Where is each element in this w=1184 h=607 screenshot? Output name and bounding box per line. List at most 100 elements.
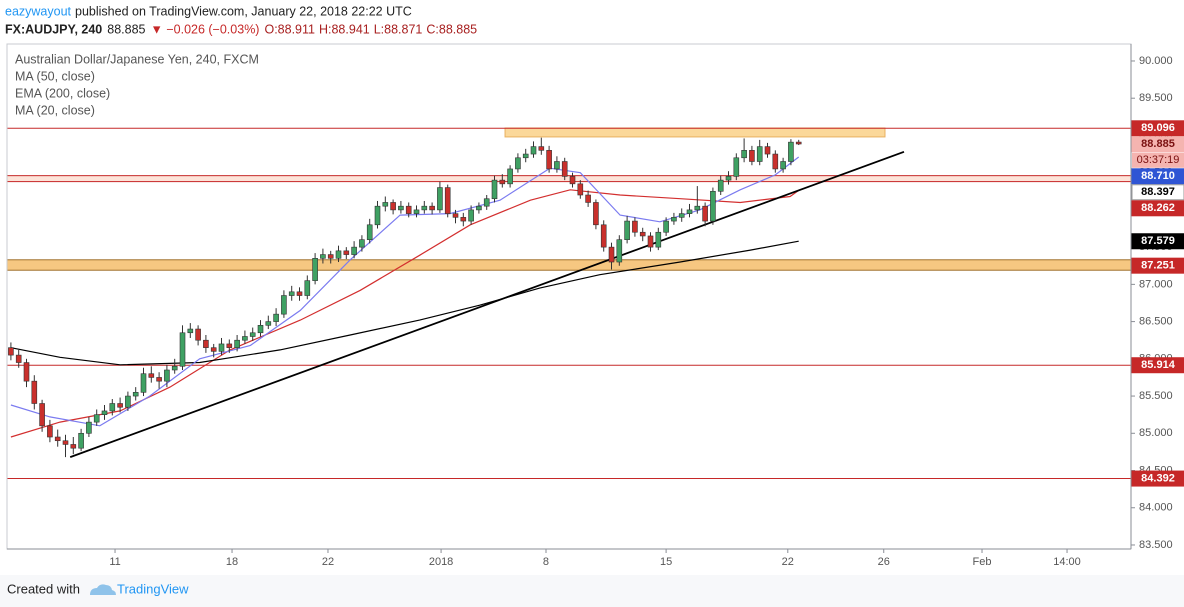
candle-body <box>288 291 295 296</box>
candle-body <box>23 362 30 382</box>
candle-body <box>86 421 92 434</box>
candle-body <box>694 205 701 211</box>
ohlc-value: H:88.941 <box>319 22 370 36</box>
candle-body <box>296 291 303 296</box>
price-label: 84.392 <box>1141 472 1175 484</box>
candle-body <box>546 150 552 170</box>
candle-body <box>421 205 428 211</box>
candle-body <box>398 205 404 211</box>
y-tick-label: 90.000 <box>1139 55 1173 67</box>
candle-body <box>47 425 53 438</box>
candle-body <box>187 328 194 334</box>
candle-body <box>281 295 287 315</box>
candle-body <box>156 377 162 382</box>
candle-body <box>312 258 318 281</box>
legend-entry: EMA (200, close) <box>15 86 110 100</box>
price-label-bg <box>1131 136 1184 153</box>
candle-body <box>15 354 22 363</box>
candle-body <box>242 336 248 341</box>
price-label-bg <box>1131 120 1184 137</box>
candle-body <box>405 205 412 214</box>
candle-body <box>179 332 186 367</box>
ohlc-value: L:88.871 <box>374 22 423 36</box>
y-tick-label: 85.000 <box>1139 427 1173 439</box>
candle-body <box>780 161 786 170</box>
candle-body <box>444 187 451 214</box>
candle-body <box>600 224 607 248</box>
candle-body <box>429 205 435 211</box>
candle-body <box>686 209 693 214</box>
candle-body <box>515 157 521 170</box>
candle-body <box>343 250 350 255</box>
zone <box>504 127 886 138</box>
candle-body <box>585 194 591 203</box>
candle-body <box>101 410 108 415</box>
tradingview-logo <box>90 584 116 595</box>
candle-body <box>468 209 474 222</box>
candle-body <box>756 146 763 162</box>
x-tick-label: 8 <box>543 556 549 568</box>
candle-body <box>741 150 747 159</box>
price-label-bg <box>1131 257 1184 274</box>
candle-body <box>273 313 279 322</box>
price-label-bg <box>1131 233 1184 250</box>
candle-body <box>78 432 84 449</box>
candle-body <box>671 217 677 222</box>
candle-body <box>710 190 716 222</box>
y-tick-label: 85.500 <box>1139 390 1173 402</box>
candle-body <box>374 205 381 226</box>
candle-body <box>140 373 147 393</box>
candle-body <box>507 168 513 185</box>
price-change: ▼ −0.026 (−0.03%) <box>151 22 260 36</box>
candle-body <box>195 328 201 341</box>
candle-body <box>608 246 615 263</box>
candle-body <box>132 392 139 397</box>
candle-body <box>249 332 256 337</box>
x-tick-label: 14:00 <box>1053 556 1081 568</box>
price-label: 89.096 <box>1141 122 1175 134</box>
candle-body <box>366 224 373 240</box>
candle-body <box>569 176 576 185</box>
candle-body <box>93 414 100 423</box>
price-label-bg <box>1131 357 1184 374</box>
footer-bar <box>0 575 1184 607</box>
candle-body <box>460 217 467 222</box>
candle-body <box>54 436 61 442</box>
x-tick-label: 22 <box>322 556 334 568</box>
x-tick-label: Feb <box>973 556 992 568</box>
candle-body <box>234 339 240 348</box>
candle-body <box>109 403 116 412</box>
price-label: 87.251 <box>1141 260 1175 272</box>
candle-body <box>335 250 342 259</box>
ohlc-value: C:88.885 <box>426 22 477 36</box>
footer-brand: TradingView <box>117 581 189 596</box>
candle-body <box>717 179 724 192</box>
candle-body <box>561 161 568 177</box>
candle-body <box>655 231 662 248</box>
candle-body <box>265 321 272 326</box>
candle-body <box>663 220 669 233</box>
candle-body <box>31 380 38 404</box>
candle-body <box>483 198 490 207</box>
candle-body <box>257 325 264 334</box>
footer-text: Created with <box>7 581 80 596</box>
candle-body <box>437 187 443 211</box>
price-label-bg <box>1131 470 1184 487</box>
x-tick-label: 2018 <box>429 556 453 568</box>
y-tick-label: 84.000 <box>1139 502 1173 514</box>
candle-body <box>616 239 623 263</box>
trend-line <box>69 150 905 458</box>
price-label: 88.885 <box>1141 138 1175 150</box>
author: eazywayout <box>5 4 72 18</box>
candle-body <box>522 153 529 159</box>
candle-body <box>764 146 771 155</box>
zone <box>7 175 1131 183</box>
candle-body <box>772 153 779 170</box>
candle-body <box>320 254 326 259</box>
candle-body <box>733 157 740 177</box>
candle-body <box>359 239 365 248</box>
x-tick-label: 15 <box>660 556 672 568</box>
legend-title: Australian Dollar/Japanese Yen, 240, FXC… <box>15 52 259 66</box>
